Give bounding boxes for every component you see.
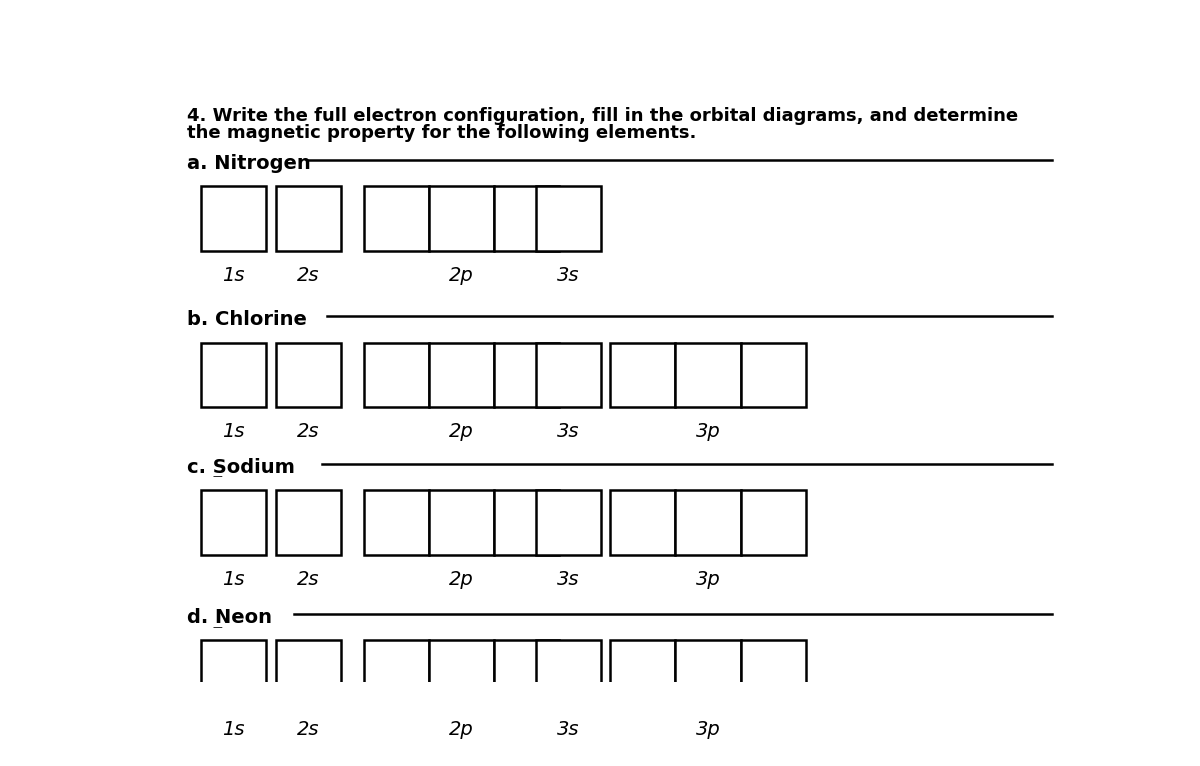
Bar: [430, 490, 494, 555]
Bar: [536, 490, 601, 555]
Bar: [276, 490, 341, 555]
Text: 3s: 3s: [557, 266, 580, 285]
Bar: [494, 490, 559, 555]
Text: —: —: [212, 621, 222, 632]
Bar: [740, 342, 805, 408]
Bar: [494, 342, 559, 408]
Text: 1s: 1s: [222, 266, 245, 285]
Bar: [611, 640, 676, 705]
Bar: [202, 186, 266, 251]
Bar: [676, 490, 740, 555]
Bar: [276, 342, 341, 408]
Bar: [536, 186, 601, 251]
Bar: [430, 342, 494, 408]
Bar: [276, 186, 341, 251]
Text: 2p: 2p: [449, 570, 474, 589]
Bar: [364, 640, 430, 705]
Bar: [611, 342, 676, 408]
Bar: [676, 640, 740, 705]
Text: the magnetic property for the following elements.: the magnetic property for the following …: [187, 124, 696, 142]
Bar: [364, 186, 430, 251]
Text: 2p: 2p: [449, 720, 474, 739]
Text: 3s: 3s: [557, 570, 580, 589]
Bar: [536, 342, 601, 408]
Bar: [676, 342, 740, 408]
Text: c. Sodium: c. Sodium: [187, 457, 295, 476]
Bar: [740, 490, 805, 555]
Bar: [494, 186, 559, 251]
Text: 3s: 3s: [557, 720, 580, 739]
Text: 3p: 3p: [696, 422, 720, 441]
Text: 1s: 1s: [222, 422, 245, 441]
Bar: [536, 640, 601, 705]
Bar: [276, 640, 341, 705]
Text: d. Neon: d. Neon: [187, 608, 272, 627]
Bar: [611, 490, 676, 555]
Text: —: —: [212, 471, 222, 481]
Text: 2s: 2s: [296, 422, 319, 441]
Text: 3p: 3p: [696, 570, 720, 589]
Bar: [202, 342, 266, 408]
Bar: [202, 640, 266, 705]
Text: 4. Write the full electron configuration, fill in the orbital diagrams, and dete: 4. Write the full electron configuration…: [187, 106, 1019, 125]
Bar: [202, 490, 266, 555]
Bar: [494, 640, 559, 705]
Text: 2s: 2s: [296, 266, 319, 285]
Text: 2p: 2p: [449, 266, 474, 285]
Text: 2s: 2s: [296, 570, 319, 589]
Text: 2p: 2p: [449, 422, 474, 441]
Bar: [430, 186, 494, 251]
Bar: [364, 490, 430, 555]
Bar: [740, 640, 805, 705]
Text: b. Chlorine: b. Chlorine: [187, 310, 307, 329]
Text: 2s: 2s: [296, 720, 319, 739]
Text: a. Nitrogen: a. Nitrogen: [187, 154, 311, 173]
Text: 3p: 3p: [696, 720, 720, 739]
Text: 1s: 1s: [222, 570, 245, 589]
Bar: [430, 640, 494, 705]
Text: 1s: 1s: [222, 720, 245, 739]
Bar: [364, 342, 430, 408]
Text: 3s: 3s: [557, 422, 580, 441]
